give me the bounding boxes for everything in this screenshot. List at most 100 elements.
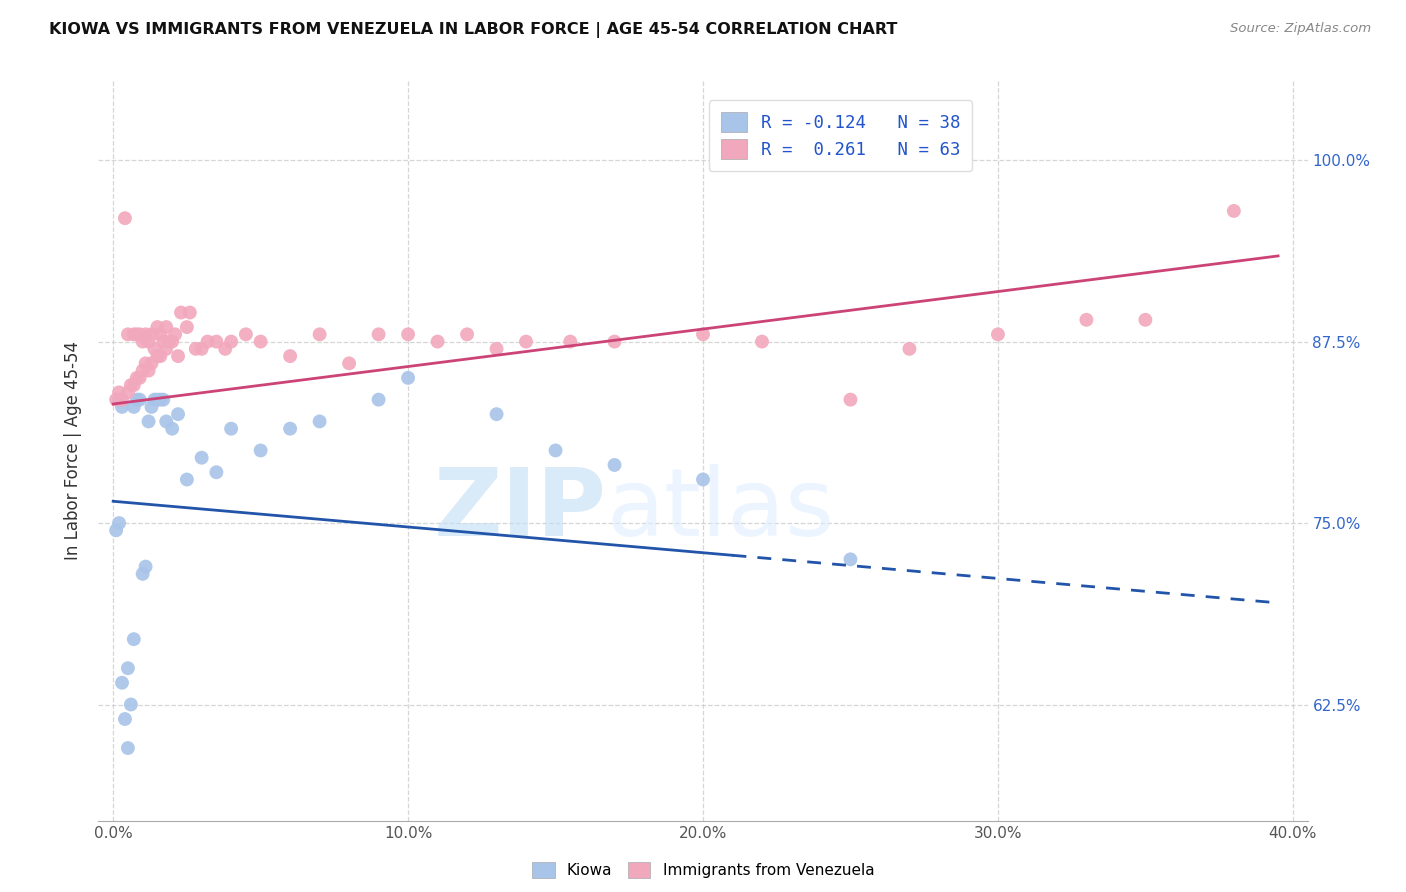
Point — [603, 458, 626, 472]
Point — [152, 392, 174, 407]
Text: Source: ZipAtlas.com: Source: ZipAtlas.com — [1230, 22, 1371, 36]
Point — [197, 334, 219, 349]
Point — [146, 349, 169, 363]
Point — [146, 320, 169, 334]
Legend: R = -0.124   N = 38, R =  0.261   N = 63: R = -0.124 N = 38, R = 0.261 N = 63 — [709, 100, 973, 171]
Point — [138, 363, 160, 377]
Point — [131, 334, 153, 349]
Point — [235, 327, 257, 342]
Point — [149, 392, 172, 407]
Point — [367, 392, 389, 407]
Point — [122, 327, 145, 342]
Point — [122, 400, 145, 414]
Point — [249, 443, 271, 458]
Point — [143, 342, 166, 356]
Point — [485, 407, 508, 421]
Point — [485, 342, 508, 356]
Point — [167, 349, 190, 363]
Point — [128, 371, 150, 385]
Y-axis label: In Labor Force | Age 45-54: In Labor Force | Age 45-54 — [65, 341, 83, 560]
Point — [337, 356, 360, 370]
Point — [515, 334, 537, 349]
Point — [152, 334, 174, 349]
Point — [1076, 313, 1098, 327]
Point — [176, 473, 198, 487]
Point — [105, 524, 128, 538]
Point — [692, 473, 714, 487]
Point — [751, 334, 773, 349]
Point — [138, 334, 160, 349]
Point — [278, 422, 301, 436]
Point — [149, 349, 172, 363]
Point — [135, 327, 157, 342]
Text: KIOWA VS IMMIGRANTS FROM VENEZUELA IN LABOR FORCE | AGE 45-54 CORRELATION CHART: KIOWA VS IMMIGRANTS FROM VENEZUELA IN LA… — [49, 22, 897, 38]
Point — [1223, 203, 1246, 218]
Point — [122, 378, 145, 392]
Point — [141, 400, 163, 414]
Point — [367, 327, 389, 342]
Point — [122, 632, 145, 647]
Point — [839, 552, 862, 566]
Point — [214, 342, 236, 356]
Point — [603, 334, 626, 349]
Point — [149, 327, 172, 342]
Point — [190, 450, 212, 465]
Point — [839, 392, 862, 407]
Point — [190, 342, 212, 356]
Legend: Kiowa, Immigrants from Venezuela: Kiowa, Immigrants from Venezuela — [526, 856, 880, 884]
Point — [108, 385, 131, 400]
Point — [128, 327, 150, 342]
Point — [987, 327, 1010, 342]
Point — [125, 392, 148, 407]
Point — [308, 414, 330, 428]
Point — [125, 327, 148, 342]
Point — [560, 334, 582, 349]
Point — [155, 414, 177, 428]
Point — [278, 349, 301, 363]
Text: atlas: atlas — [606, 464, 835, 556]
Point — [114, 211, 136, 226]
Point — [898, 342, 921, 356]
Point — [160, 422, 183, 436]
Point — [128, 392, 150, 407]
Point — [111, 675, 134, 690]
Point — [155, 342, 177, 356]
Point — [219, 334, 242, 349]
Point — [138, 414, 160, 428]
Point — [111, 400, 134, 414]
Point — [120, 378, 142, 392]
Point — [114, 712, 136, 726]
Point — [544, 443, 567, 458]
Point — [141, 356, 163, 370]
Text: ZIP: ZIP — [433, 464, 606, 556]
Point — [167, 407, 190, 421]
Point — [170, 305, 193, 319]
Point — [308, 327, 330, 342]
Point — [205, 465, 228, 479]
Point — [131, 566, 153, 581]
Point — [160, 334, 183, 349]
Point — [146, 392, 169, 407]
Point — [179, 305, 201, 319]
Point — [135, 559, 157, 574]
Point — [205, 334, 228, 349]
Point — [165, 327, 187, 342]
Point — [184, 342, 207, 356]
Point — [396, 327, 419, 342]
Point — [117, 327, 139, 342]
Point — [692, 327, 714, 342]
Point — [117, 385, 139, 400]
Point — [157, 334, 180, 349]
Point — [125, 371, 148, 385]
Point — [108, 392, 131, 407]
Point — [141, 327, 163, 342]
Point — [108, 516, 131, 530]
Point — [135, 356, 157, 370]
Point — [396, 371, 419, 385]
Point — [456, 327, 478, 342]
Point — [105, 392, 128, 407]
Point — [176, 320, 198, 334]
Point — [117, 661, 139, 675]
Point — [426, 334, 449, 349]
Point — [143, 392, 166, 407]
